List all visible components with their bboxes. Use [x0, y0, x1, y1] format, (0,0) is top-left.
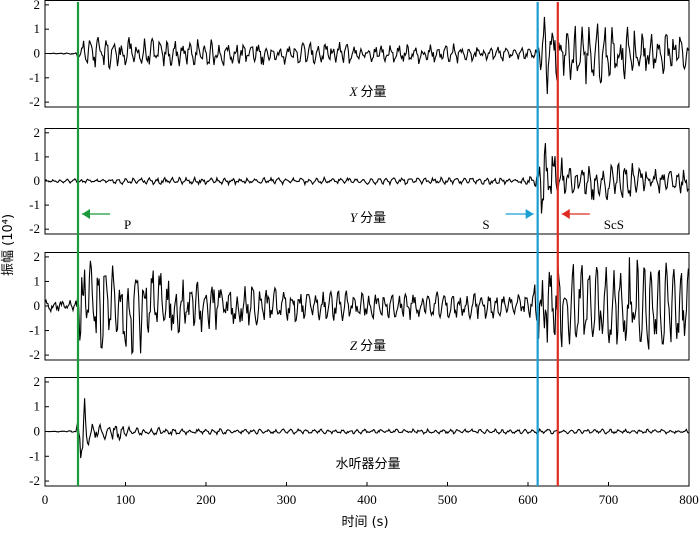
- phase-label: ScS: [604, 217, 624, 232]
- y-tick-label: -1: [29, 197, 40, 212]
- panel-label: Z 分量: [350, 338, 386, 354]
- y-tick-label: 1: [34, 273, 41, 288]
- y-tick-label: 0: [34, 298, 41, 313]
- y-tick-label: 0: [34, 173, 41, 188]
- x-tick-label: 300: [277, 492, 297, 507]
- phase-arrow-head: [561, 209, 570, 219]
- component-text: 分量: [360, 339, 386, 354]
- panel-2: -2 -1 0 1 2 Y 分量 P S ScS: [29, 125, 690, 236]
- x-tick-label: 400: [357, 492, 377, 507]
- component-letter: Y: [350, 210, 359, 225]
- x-tick-label: 500: [438, 492, 458, 507]
- panel-3: -2 -1 0 1 2 Z 分量: [29, 249, 690, 362]
- y-tick-label: -1: [29, 70, 40, 85]
- y-tick-label: -1: [29, 448, 40, 463]
- y-tick-label: -2: [29, 221, 40, 236]
- phase-label: P: [124, 217, 131, 232]
- y-tick-label: -1: [29, 323, 40, 338]
- x-tick-label: 100: [116, 492, 136, 507]
- y-tick-label: -2: [29, 347, 40, 362]
- seismic-trace: [44, 143, 689, 214]
- phase-lines-group: [76, 2, 559, 486]
- y-tick-label: 2: [34, 125, 41, 140]
- component-text: 分量: [360, 211, 386, 226]
- component-letter: X: [349, 84, 359, 99]
- panel-label: Y 分量: [350, 210, 386, 226]
- panel-label: X 分量: [349, 84, 387, 100]
- component-letter: Z: [350, 338, 358, 353]
- panel-4: -2 -1 0 1 2 水听器分量: [29, 374, 690, 488]
- y-tick-label: 1: [34, 149, 41, 164]
- x-tick-label: 700: [599, 492, 619, 507]
- y-tick-label: 1: [34, 399, 41, 414]
- y-tick-label: 2: [34, 0, 41, 12]
- y-tick-label: 2: [34, 374, 41, 389]
- phase-arrow-head: [525, 209, 534, 219]
- y-tick-label: 1: [34, 21, 41, 36]
- y-axis-title: 振幅 (10⁴): [1, 214, 16, 276]
- seismic-trace: [45, 398, 689, 459]
- x-axis: 0 100 200 300 400 500 600 700 800: [42, 482, 699, 507]
- seismic-trace: [44, 257, 689, 355]
- x-tick-label: 800: [679, 492, 699, 507]
- panel-1: -2 -1 0 1 2 X 分量: [29, 0, 690, 109]
- phase-arrow-head: [82, 209, 91, 219]
- panel-label: 水听器分量: [335, 457, 400, 472]
- y-tick-label: 0: [34, 46, 41, 61]
- x-tick-label: 0: [42, 492, 49, 507]
- x-axis-title: 时间 (s): [341, 515, 388, 530]
- x-tick-label: 600: [518, 492, 538, 507]
- y-tick-label: 2: [34, 249, 41, 264]
- component-text: 分量: [360, 85, 386, 100]
- x-tick-label: 200: [196, 492, 216, 507]
- y-tick-label: -2: [29, 94, 40, 109]
- phase-label: S: [482, 217, 489, 232]
- y-tick-label: 0: [34, 424, 41, 439]
- y-tick-label: -2: [29, 473, 40, 488]
- seismic-trace: [45, 16, 689, 95]
